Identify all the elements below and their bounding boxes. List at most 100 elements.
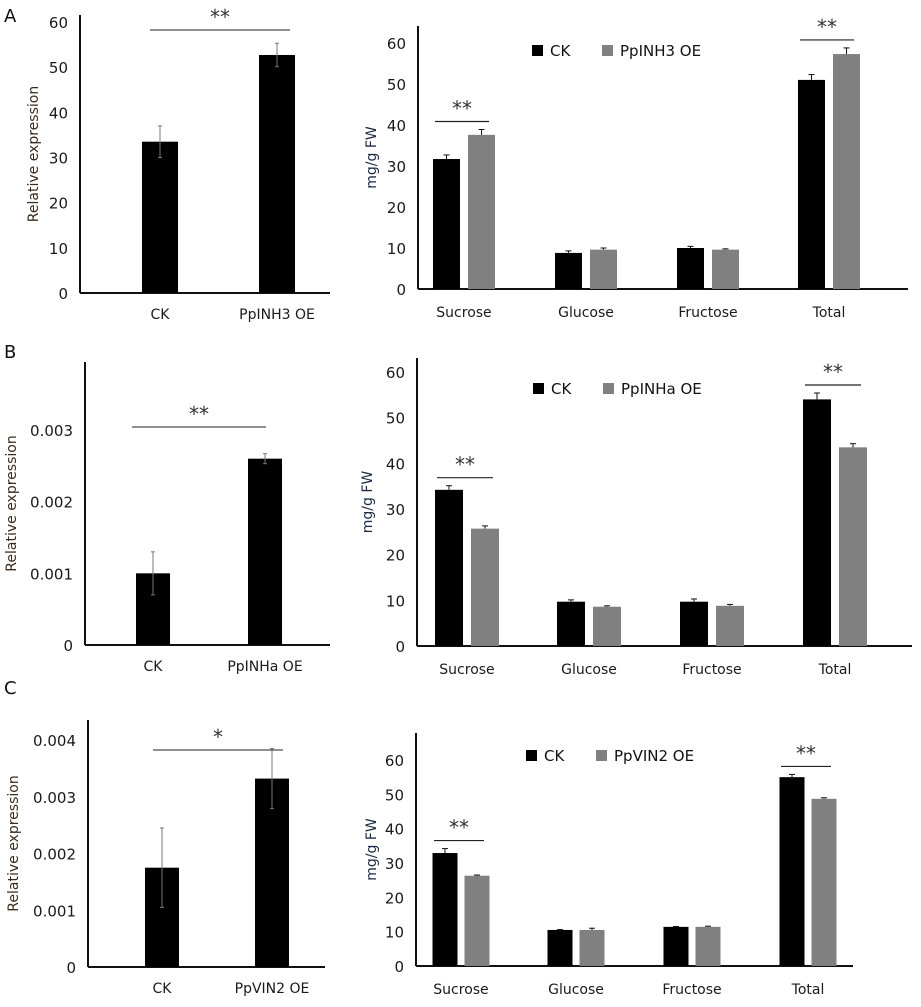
bar (142, 141, 178, 293)
bar (259, 54, 295, 294)
y-tick-label: 20 (387, 199, 406, 217)
bar-ck (680, 601, 708, 646)
bar-ck (557, 601, 585, 646)
bar-oe (811, 798, 837, 966)
x-tick-label: Fructose (662, 982, 721, 998)
y-tick-label: 60 (385, 752, 404, 770)
chart-B-expression: 0 0.001 0.002 0.003 Relative expression CK PpI… (4, 362, 330, 675)
legend-label-ck: CK (551, 380, 572, 398)
bar-oe (468, 134, 495, 289)
y-tick-label: 40 (385, 821, 404, 839)
bar-ck (798, 79, 825, 290)
x-tick-label: Total (812, 305, 846, 321)
legend-swatch-oe (596, 750, 607, 761)
y-tick-label: 50 (386, 410, 405, 428)
y-tick-label: 10 (387, 240, 406, 258)
y-tick-label: 10 (49, 240, 68, 258)
y-tick-label: 20 (386, 547, 405, 565)
y-tick-label: 30 (385, 855, 404, 873)
legend-label-oe: PpINHa OE (621, 380, 702, 398)
y-tick-label: 20 (385, 889, 404, 907)
bar-ck (779, 777, 805, 966)
y-tick-label: 0.002 (33, 846, 76, 864)
y-tick-label: 0 (395, 638, 405, 656)
y-tick-label: 0 (394, 958, 404, 976)
y-axis-label: Relative expression (6, 775, 22, 911)
y-axis-label: mg/g FW (364, 126, 380, 189)
y-tick-label: 0 (396, 281, 406, 299)
y-tick-label: 50 (49, 59, 68, 77)
x-tick-label: Total (791, 982, 825, 998)
x-tick-label: PpINHa OE (227, 659, 302, 675)
y-tick-label: 0.001 (30, 565, 73, 583)
y-tick-label: 0.004 (33, 732, 76, 750)
significance-marker: ** (449, 816, 469, 840)
x-tick-label: Sucrose (436, 305, 491, 321)
y-tick-label: 30 (387, 158, 406, 176)
y-tick-label: 0 (58, 285, 68, 303)
x-tick-label: Glucose (558, 305, 614, 321)
x-tick-label: Glucose (548, 982, 604, 998)
bar-oe (833, 54, 860, 289)
charts-layer: 0 10 20 30 40 50 60 Relative expression CK PpINH3… (4, 5, 912, 998)
bar-oe (464, 875, 490, 966)
legend-swatch-ck (533, 383, 544, 394)
y-axis-label: Relative expression (4, 435, 20, 571)
legend-label-ck: CK (550, 42, 571, 60)
panel-letter-a: A (4, 6, 17, 27)
bar-ck (432, 853, 458, 966)
legend-label-oe: PpVIN2 OE (614, 747, 694, 765)
legend-label-ck: CK (544, 747, 565, 765)
significance-marker: ** (452, 97, 472, 121)
bar-ck (663, 926, 689, 966)
legend-swatch-oe (603, 383, 614, 394)
y-tick-label: 0.002 (30, 494, 73, 512)
bar-oe (695, 926, 721, 966)
significance-marker: ** (823, 360, 843, 384)
y-tick-label: 0 (63, 637, 73, 655)
x-tick-label: Fructose (678, 305, 737, 321)
bar-ck (803, 399, 831, 646)
y-tick-label: 60 (387, 35, 406, 53)
bar-oe (590, 249, 617, 289)
y-tick-label: 50 (387, 76, 406, 94)
y-tick-label: 60 (386, 364, 405, 382)
bar-ck (555, 252, 582, 289)
bar-oe (716, 605, 744, 646)
y-tick-label: 30 (386, 501, 405, 519)
y-axis-label: mg/g FW (364, 818, 380, 881)
y-tick-label: 0.003 (33, 789, 76, 807)
y-tick-label: 0 (66, 959, 76, 977)
y-tick-label: 10 (385, 924, 404, 942)
bar-ck (677, 248, 704, 289)
legend-swatch-ck (526, 750, 537, 761)
bar-ck (435, 489, 463, 646)
legend-swatch-ck (532, 45, 543, 56)
y-tick-label: 40 (49, 104, 68, 122)
x-tick-label: Sucrose (439, 662, 494, 678)
significance-marker: ** (796, 741, 816, 765)
y-axis-label: mg/g FW (360, 471, 376, 534)
panel-letter-c: C (4, 678, 17, 699)
x-tick-label: Fructose (682, 662, 741, 678)
chart-C-sugars: 0 10 20 30 40 50 60 mg/g FW Sucrose Glucose Fructo… (364, 733, 853, 998)
significance-marker: ** (189, 402, 209, 426)
significance-marker: ** (817, 15, 837, 39)
significance-marker: ** (455, 453, 475, 477)
chart-A-sugars: 0 10 20 30 40 50 60 mg/g FW Sucrose Glucose Fructo… (364, 15, 908, 321)
y-tick-label: 40 (387, 117, 406, 135)
x-tick-label: Glucose (561, 662, 617, 678)
bar-ck (547, 929, 573, 966)
bar-oe (593, 606, 621, 646)
x-tick-label: PpINH3 OE (239, 307, 315, 323)
panel-letter-b: B (4, 342, 16, 363)
bar-oe (839, 447, 867, 646)
significance-marker: ** (210, 5, 230, 29)
bar (255, 778, 289, 967)
chart-B-sugars: 0 10 20 30 40 50 60 mg/g FW Sucrose Glucose Fructo… (360, 358, 912, 678)
bar (248, 458, 282, 645)
x-tick-label: CK (144, 659, 164, 675)
legend-label-oe: PpINH3 OE (620, 42, 701, 60)
y-tick-label: 0.003 (30, 422, 73, 440)
legend-swatch-oe (602, 45, 613, 56)
